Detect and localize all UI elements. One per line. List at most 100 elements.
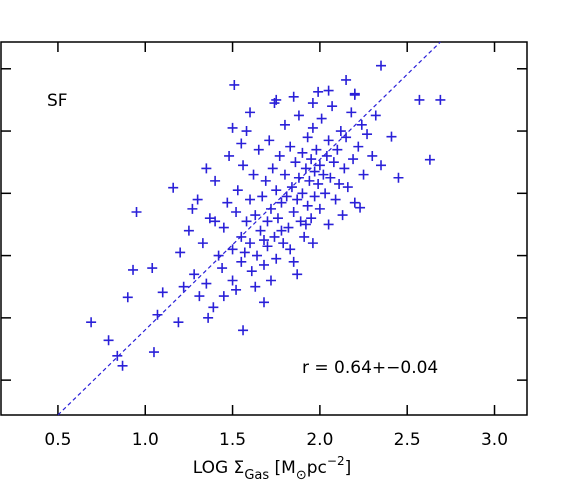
point <box>269 231 280 242</box>
x-axis-label: LOG ΣGas [M⊙pc−2] <box>193 454 352 484</box>
point <box>248 169 259 180</box>
point <box>148 347 159 358</box>
point <box>238 160 249 171</box>
point <box>236 138 247 149</box>
point <box>306 213 317 224</box>
point <box>300 163 311 174</box>
point <box>197 238 208 249</box>
point <box>414 94 425 105</box>
annotation: SF <box>47 91 68 111</box>
point <box>267 163 278 174</box>
point <box>178 281 189 292</box>
point <box>245 107 256 118</box>
point <box>334 178 345 189</box>
point <box>231 206 242 217</box>
point <box>204 213 215 224</box>
point <box>210 175 221 186</box>
point <box>335 126 346 137</box>
x-axis-label-part: ⊙ <box>296 468 307 483</box>
point <box>355 202 366 213</box>
x-axis-label-part: LOG Σ <box>193 458 245 478</box>
point <box>376 60 387 71</box>
point <box>236 256 247 267</box>
point <box>175 247 186 258</box>
point <box>302 200 313 211</box>
fit-line <box>57 41 441 416</box>
point <box>276 225 287 236</box>
point <box>353 141 364 152</box>
point <box>325 172 336 183</box>
point <box>260 175 271 186</box>
point <box>362 129 373 140</box>
point <box>250 210 261 221</box>
point <box>192 194 203 205</box>
point <box>293 110 304 121</box>
point <box>122 292 133 303</box>
point <box>306 154 317 165</box>
point <box>218 222 229 233</box>
point <box>393 172 404 183</box>
point <box>314 203 325 214</box>
x-axis-label-part: [M <box>269 458 296 478</box>
point <box>257 191 268 202</box>
point <box>292 194 303 205</box>
point <box>259 297 269 308</box>
point <box>346 107 357 118</box>
point <box>323 85 334 96</box>
point <box>213 250 224 261</box>
point <box>323 219 334 230</box>
point <box>307 238 318 249</box>
point <box>330 194 341 205</box>
x-tick-label: 1.0 <box>132 430 159 450</box>
point <box>274 150 285 161</box>
x-axis-label-part: pc <box>307 458 327 478</box>
point <box>231 284 242 295</box>
point <box>376 160 387 171</box>
point <box>295 216 306 227</box>
point <box>332 144 343 155</box>
point <box>307 98 318 109</box>
point <box>286 182 297 193</box>
point <box>112 350 123 361</box>
point <box>279 119 290 130</box>
point <box>194 291 205 302</box>
point <box>283 222 294 233</box>
point <box>227 122 238 133</box>
point <box>272 213 283 224</box>
point <box>239 247 250 258</box>
point <box>241 216 252 227</box>
point <box>386 131 397 142</box>
point <box>279 169 290 180</box>
point <box>131 206 142 217</box>
point <box>285 141 296 152</box>
point <box>173 317 184 328</box>
point <box>424 154 435 165</box>
point <box>128 264 139 275</box>
point <box>318 169 329 180</box>
point <box>278 238 289 249</box>
point <box>356 119 367 130</box>
point <box>342 182 353 193</box>
point <box>259 235 269 246</box>
point <box>313 178 324 189</box>
point <box>147 263 158 274</box>
point <box>265 275 276 286</box>
point <box>189 269 200 280</box>
x-axis-label-part: −2 <box>327 454 345 468</box>
point <box>117 360 128 371</box>
point <box>252 250 263 261</box>
point <box>229 79 240 90</box>
point <box>245 194 256 205</box>
point <box>245 238 256 249</box>
point <box>262 216 273 227</box>
point <box>348 154 359 165</box>
point <box>358 169 369 180</box>
point <box>103 335 114 346</box>
point <box>276 197 287 208</box>
point <box>323 135 334 146</box>
x-tick-label: 2.5 <box>394 430 421 450</box>
point <box>314 160 325 171</box>
point <box>341 74 352 85</box>
point <box>259 259 269 270</box>
point <box>218 291 229 302</box>
